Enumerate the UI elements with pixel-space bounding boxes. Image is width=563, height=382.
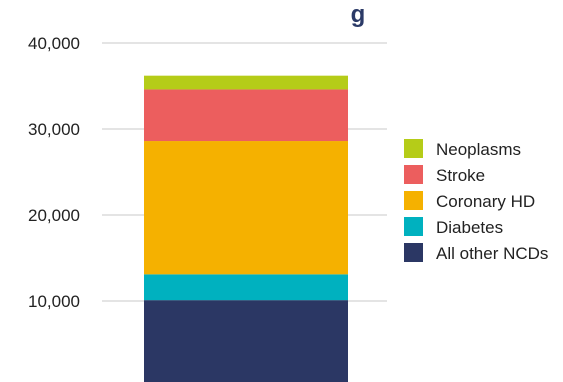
legend-label: Stroke — [436, 166, 485, 185]
y-tick-label: 20,000 — [28, 206, 80, 225]
y-axis-labels: 10,000 20,000 30,000 40,000 — [28, 34, 80, 311]
y-tick-label: 40,000 — [28, 34, 80, 53]
legend-swatch — [404, 243, 423, 262]
legend: Neoplasms Stroke Coronary HD Diabetes All ot… — [404, 139, 548, 263]
chart-title: g — [351, 1, 366, 28]
legend-swatch — [404, 191, 423, 210]
legend-label: Coronary HD — [436, 192, 535, 211]
legend-swatch — [404, 139, 423, 158]
bar-segment-stroke — [144, 89, 348, 142]
legend-label: Neoplasms — [436, 140, 521, 159]
legend-label: Diabetes — [436, 218, 503, 237]
legend-label: All other NCDs — [436, 244, 548, 263]
bar-segment-diabetes — [144, 274, 348, 301]
y-tick-label: 30,000 — [28, 120, 80, 139]
bar-segment-coronary-hd — [144, 141, 348, 275]
legend-swatch — [404, 165, 423, 184]
legend-swatch — [404, 217, 423, 236]
y-tick-label: 10,000 — [28, 292, 80, 311]
bar-segment-neoplasms — [144, 75, 348, 90]
bar-segment-all-other-ncds — [144, 300, 348, 382]
bar-stack — [144, 75, 348, 382]
